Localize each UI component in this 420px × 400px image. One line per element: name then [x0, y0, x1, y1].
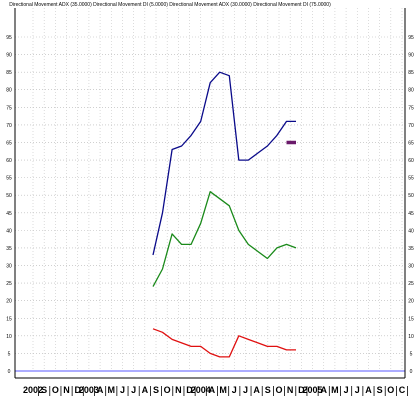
x-tick-label: O	[164, 385, 171, 395]
y-tick-label-left: 10	[6, 334, 12, 340]
x-tick-label: A	[320, 385, 327, 395]
y-tick-label-left: 65	[6, 140, 12, 146]
x-tick-label: J	[131, 385, 136, 395]
x-tick-label: 2002	[23, 385, 43, 395]
y-tick-label-left: 25	[6, 281, 12, 287]
x-tick-label: J	[243, 385, 248, 395]
y-tick-label-right: 30	[408, 264, 414, 270]
y-tick-label-left: 5	[8, 351, 11, 357]
y-tick-label-right: 60	[408, 158, 414, 164]
series-lines	[15, 71, 405, 372]
x-tick-label: J	[355, 385, 360, 395]
series-line-1	[152, 71, 296, 256]
y-tick-label-left: 95	[6, 35, 12, 41]
y-tick-label-left: 45	[6, 211, 12, 217]
x-tick-label: O	[52, 385, 59, 395]
y-tick-label-left: 80	[6, 88, 12, 94]
x-tick-label: D	[186, 385, 193, 395]
x-tick-label: M	[331, 385, 339, 395]
y-tick-label-left: 35	[6, 246, 12, 252]
x-tick-label: O	[275, 385, 282, 395]
x-tick-label: S	[41, 385, 47, 395]
x-tick-label: A	[365, 385, 372, 395]
y-tick-label-left: 60	[6, 158, 12, 164]
x-tick-label: N	[175, 385, 182, 395]
y-tick-label-right: 80	[408, 88, 414, 94]
x-tick-label: A	[209, 385, 216, 395]
y-tick-label-right: 35	[408, 246, 414, 252]
y-tick-label-left: 75	[6, 105, 12, 111]
y-tick-label-right: 85	[408, 70, 414, 76]
y-tick-label-right: 90	[408, 53, 414, 59]
y-tick-label-left: 20	[6, 299, 12, 305]
x-tick-label: S	[153, 385, 159, 395]
y-tick-label-right: 45	[408, 211, 414, 217]
x-tick-label: N	[63, 385, 70, 395]
x-tick-label: 2003	[79, 385, 99, 395]
y-tick-label-left: 70	[6, 123, 12, 129]
chart-title: Directional Movement ADX (35.0000) Direc…	[9, 2, 331, 8]
y-tick-label-right: 15	[408, 316, 414, 322]
y-tick-label-left: 85	[6, 70, 12, 76]
x-tick-label: S	[265, 385, 271, 395]
x-tick-label: A	[142, 385, 149, 395]
y-tick-label-right: 25	[408, 281, 414, 287]
y-tick-label-right: 50	[408, 193, 414, 199]
y-tick-label-right: 5	[410, 351, 413, 357]
y-tick-label-right: 95	[408, 35, 414, 41]
x-tick-label: D	[298, 385, 305, 395]
x-tick-label: 2004	[191, 385, 211, 395]
x-tick-label: M	[108, 385, 116, 395]
y-tick-label-left: 90	[6, 53, 12, 59]
x-tick-label: 2005	[303, 385, 323, 395]
x-tick-label: A	[253, 385, 260, 395]
y-tick-label-left: 50	[6, 193, 12, 199]
x-tick-label: A	[97, 385, 104, 395]
series-line-3	[152, 328, 296, 358]
y-tick-label-left: 40	[6, 228, 12, 234]
y-tick-label-right: 40	[408, 228, 414, 234]
grid-lines	[15, 8, 405, 371]
y-tick-label-left: 55	[6, 176, 12, 182]
x-tick-label: J	[232, 385, 237, 395]
x-tick-label: D	[74, 385, 81, 395]
y-tick-label-left: 0	[8, 369, 11, 375]
y-tick-label-right: 65	[408, 140, 414, 146]
y-tick-label-right: 20	[408, 299, 414, 305]
x-tick-label: N	[287, 385, 294, 395]
x-tick-label: J	[120, 385, 125, 395]
y-tick-label-left: 30	[6, 264, 12, 270]
y-tick-label-right: 70	[408, 123, 414, 129]
x-tick-label: S	[377, 385, 383, 395]
y-tick-label-right: 55	[408, 176, 414, 182]
series-line-2	[152, 191, 297, 287]
x-tick-label: J	[344, 385, 349, 395]
x-tick-label: C	[399, 385, 406, 395]
y-tick-label-right: 10	[408, 334, 414, 340]
y-tick-label-right: 75	[408, 105, 414, 111]
y-tick-label-right: 0	[410, 369, 413, 375]
x-tick-label: M	[219, 385, 227, 395]
x-tick-label: O	[387, 385, 394, 395]
y-tick-label-left: 15	[6, 316, 12, 322]
